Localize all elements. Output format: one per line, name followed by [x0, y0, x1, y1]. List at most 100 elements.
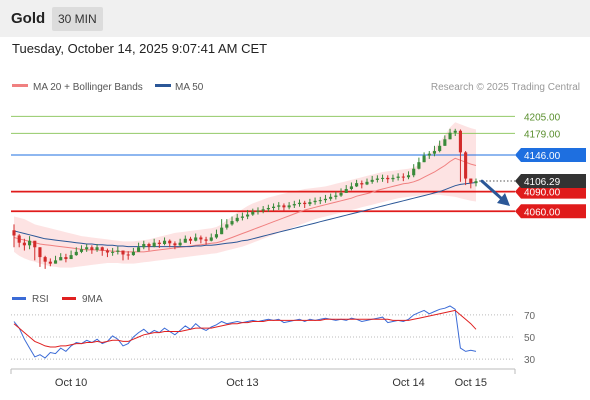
candle-body — [464, 152, 468, 179]
main-legend: MA 20 + Bollinger Bands MA 50 — [12, 82, 204, 93]
candle-body — [334, 195, 338, 197]
candle-body — [48, 261, 52, 264]
candle-body — [28, 240, 32, 246]
candle-body — [220, 227, 224, 235]
rsi-tick-50: 50 — [524, 333, 536, 344]
legend-label-ma20: MA 20 + Bollinger Bands — [33, 82, 143, 93]
level-label-4146-00: 4146.00 — [524, 151, 561, 162]
candle-body — [271, 206, 276, 208]
level-label-4090-00: 4090.00 — [524, 188, 561, 199]
rsi-ma-line — [13, 309, 477, 348]
candle-body — [53, 260, 58, 264]
candle-body — [95, 247, 99, 250]
candle-body — [261, 209, 265, 211]
candle-body — [59, 257, 63, 261]
candle-body — [111, 251, 115, 253]
candle-body — [381, 177, 385, 179]
candle-body — [251, 211, 255, 215]
candle-body — [147, 244, 151, 247]
candle-body — [313, 200, 317, 203]
legend-label-9ma: 9MA — [82, 294, 103, 305]
legend-label-ma50: MA 50 — [175, 82, 204, 93]
candle-body — [64, 257, 68, 260]
candle-body — [453, 130, 457, 133]
candle-body — [292, 204, 296, 206]
candle-body — [209, 237, 213, 241]
candle-body — [344, 189, 348, 193]
candle-body — [474, 181, 478, 184]
candle-body — [168, 240, 172, 244]
instrument-title: Gold — [11, 10, 46, 27]
candle-body — [417, 162, 421, 169]
main-plot: 4205.00 4179.00 4146.00 4090.00 4060.00 4106.… — [11, 112, 586, 269]
x-axis: Oct 10 Oct 13 Oct 14 Oct 15 — [10, 369, 516, 389]
candle-body — [105, 250, 109, 253]
x-tick-label: Oct 10 — [55, 377, 87, 389]
ma50-line — [13, 182, 477, 248]
candle-body — [282, 205, 286, 208]
level-box-4090-00 — [515, 184, 586, 199]
candle-body — [126, 254, 130, 256]
candle-body — [339, 192, 343, 196]
candle-body — [396, 176, 400, 178]
candle-body — [100, 247, 104, 251]
candle-body — [178, 242, 182, 246]
candle-body — [74, 251, 78, 256]
candle-body — [256, 210, 260, 212]
credit-text: Research © 2025 Trading Central — [431, 82, 580, 93]
candle-body — [458, 130, 462, 153]
legend-swatch-ma20 — [12, 84, 28, 87]
candle-body — [17, 235, 21, 243]
candle-body — [162, 240, 167, 244]
rsi-legend: RSI 9MA — [12, 294, 103, 305]
last-price-box — [515, 173, 586, 188]
candle-body — [204, 239, 208, 241]
candle-body — [214, 234, 219, 238]
legend-swatch-rsi — [12, 297, 26, 300]
candle-body — [432, 151, 437, 154]
candle-body — [266, 208, 270, 210]
candle-body — [297, 202, 302, 205]
last-price-label: 4106.29 — [524, 177, 561, 188]
level-label-4060-00: 4060.00 — [524, 207, 561, 218]
candle-body — [116, 250, 120, 252]
candle-body — [225, 224, 229, 228]
level-label-4205-00: 4205.00 — [524, 112, 561, 123]
candle-body — [246, 214, 250, 217]
candle-body — [183, 238, 187, 243]
candle-body — [157, 242, 161, 244]
candle-body — [469, 178, 473, 184]
level-box-4146-00 — [515, 147, 586, 162]
legend-label-rsi: RSI — [32, 294, 49, 305]
candle-body — [412, 168, 416, 176]
rsi-tick-30: 30 — [524, 355, 536, 366]
timestamp: Tuesday, October 14, 2025 9:07:41 AM CET — [12, 41, 268, 56]
rsi-tick-70: 70 — [524, 311, 536, 322]
candle-body — [188, 238, 193, 241]
candle-body — [406, 175, 411, 178]
timeframe-badge[interactable]: 30 MIN — [52, 7, 103, 31]
candle-body — [386, 177, 390, 180]
candle-body — [38, 247, 42, 258]
candle-body — [360, 183, 364, 185]
candle-body — [22, 242, 26, 246]
candle-body — [318, 200, 322, 202]
x-tick-label: Oct 15 — [455, 377, 487, 389]
bollinger-band — [14, 122, 476, 268]
candle-body — [137, 247, 141, 252]
candle-body — [443, 139, 447, 146]
candle-body — [370, 179, 374, 182]
candle-body — [69, 255, 73, 260]
candle-body — [12, 230, 16, 236]
level-box-4060-00 — [515, 204, 586, 219]
candle-body — [131, 251, 135, 256]
candle-body — [121, 250, 125, 255]
candle-body — [235, 217, 239, 222]
candle-body — [287, 205, 291, 208]
candle-body — [90, 247, 94, 250]
candle-body — [422, 155, 426, 163]
candle-body — [401, 176, 405, 178]
rsi-line — [13, 305, 477, 359]
candle-body — [173, 243, 177, 246]
